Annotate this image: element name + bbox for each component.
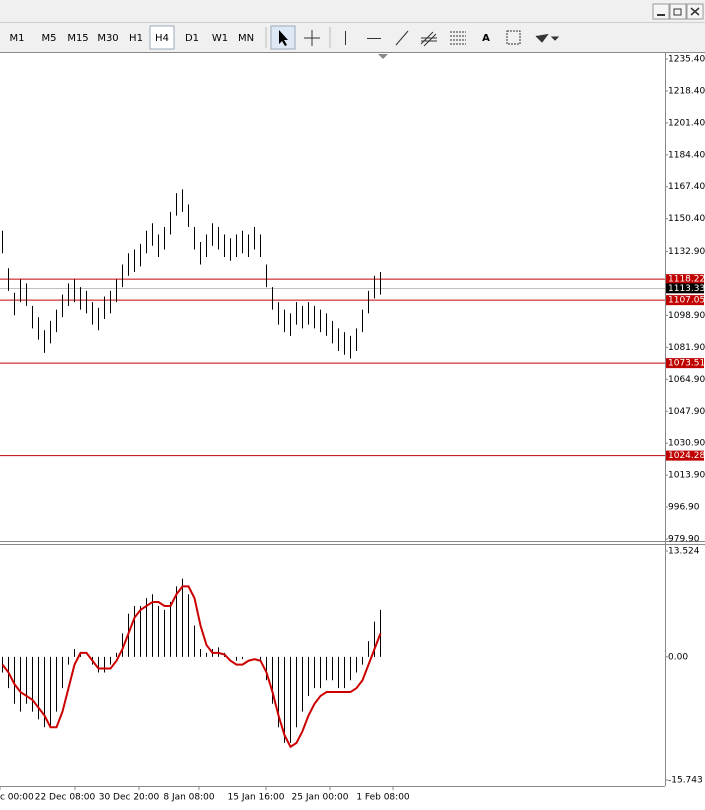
timeframe-button[interactable]: H1 (129, 33, 143, 44)
y-tick-label: 1150.40 (668, 214, 705, 224)
y-tick-label: 1167.40 (668, 182, 705, 192)
level-label: 1073.51 (668, 359, 705, 369)
y-tick-label: 1047.90 (668, 407, 705, 417)
y-tick-label: 1081.90 (668, 343, 705, 353)
shift-marker (378, 54, 388, 59)
timeframe-button[interactable]: M5 (42, 33, 57, 44)
label-tool-icon[interactable] (506, 30, 521, 45)
timeframe-selected (149, 25, 175, 50)
x-tick-label: 1 Feb 08:00 (356, 793, 410, 803)
level-label-bg (666, 295, 704, 306)
x-tick-label: 22 Dec 08:00 (35, 793, 96, 803)
signal-line (1, 585, 382, 749)
crosshair-icon[interactable] (304, 30, 320, 46)
y-tick-label: 1201.40 (668, 118, 705, 128)
timeframe-button[interactable]: W1 (212, 33, 228, 44)
timeframe-button[interactable]: M1 (10, 33, 25, 44)
timeframe-buttons: M1 M5 M15 M30 H1 H4 D1 W1 MN (10, 25, 254, 50)
window-buttons[interactable] (652, 3, 704, 20)
cursor-icon (279, 30, 288, 46)
level-label-bg (666, 358, 704, 369)
fibo-icon[interactable] (450, 31, 466, 45)
bid-label-bg (666, 283, 704, 294)
restore-icon (673, 8, 682, 16)
level-label: 1024.28 (668, 451, 705, 461)
x-tick-label: 15 Jan 16:00 (228, 793, 285, 803)
y-tick-label: 13.524 (668, 547, 700, 557)
minimize-button[interactable] (652, 3, 670, 20)
y-tick-label: 0.00 (668, 652, 688, 662)
timeframe-button[interactable]: MN (238, 33, 254, 44)
y-tick-label: 1098.90 (668, 311, 705, 321)
x-tick-label: 8 Jan 08:00 (163, 793, 215, 803)
y-tick-label: 1030.90 (668, 439, 705, 449)
close-icon (690, 7, 700, 16)
timeframe-button[interactable]: D1 (185, 33, 199, 44)
bid-label: 1113.33 (668, 284, 705, 294)
y-tick-label: 996.90 (668, 503, 700, 513)
timeframe-button[interactable]: M15 (67, 33, 88, 44)
x-tick-label: c 00:00 (0, 793, 34, 803)
level-label-bg (666, 450, 704, 461)
y-tick-label: -15.743 (668, 776, 703, 786)
y-tick-label: 1235.40 (668, 55, 705, 65)
text-tool[interactable]: A (482, 33, 490, 44)
level-label: 1118.22 (668, 275, 705, 285)
shapes-menu-icon[interactable] (535, 33, 560, 43)
level-label-bg (666, 274, 704, 285)
x-tick-label: 30 Dec 20:00 (99, 793, 160, 803)
y-tick-label: 979.90 (668, 535, 700, 545)
x-tick-label: 25 Jan 00:00 (292, 793, 349, 803)
price-pane (0, 52, 665, 541)
toolbar-bg (0, 0, 705, 52)
level-label: 1107.05 (668, 296, 705, 306)
restore-button[interactable] (669, 3, 687, 20)
timeframe-button[interactable]: M30 (97, 33, 118, 44)
y-tick-label: 1218.40 (668, 86, 705, 96)
y-tick-label: 1132.90 (668, 247, 705, 257)
time-axis: c 00:00 22 Dec 08:00 30 Dec 20:00 8 Jan 08:… (0, 786, 410, 803)
channel-icon[interactable] (420, 31, 437, 47)
y-tick-label: 1013.90 (668, 471, 705, 481)
timeframe-button[interactable]: H4 (155, 33, 169, 44)
y-tick-label: 1184.40 (668, 150, 705, 160)
y-tick-label: 1064.90 (668, 375, 705, 385)
trendline-icon[interactable] (395, 30, 409, 46)
